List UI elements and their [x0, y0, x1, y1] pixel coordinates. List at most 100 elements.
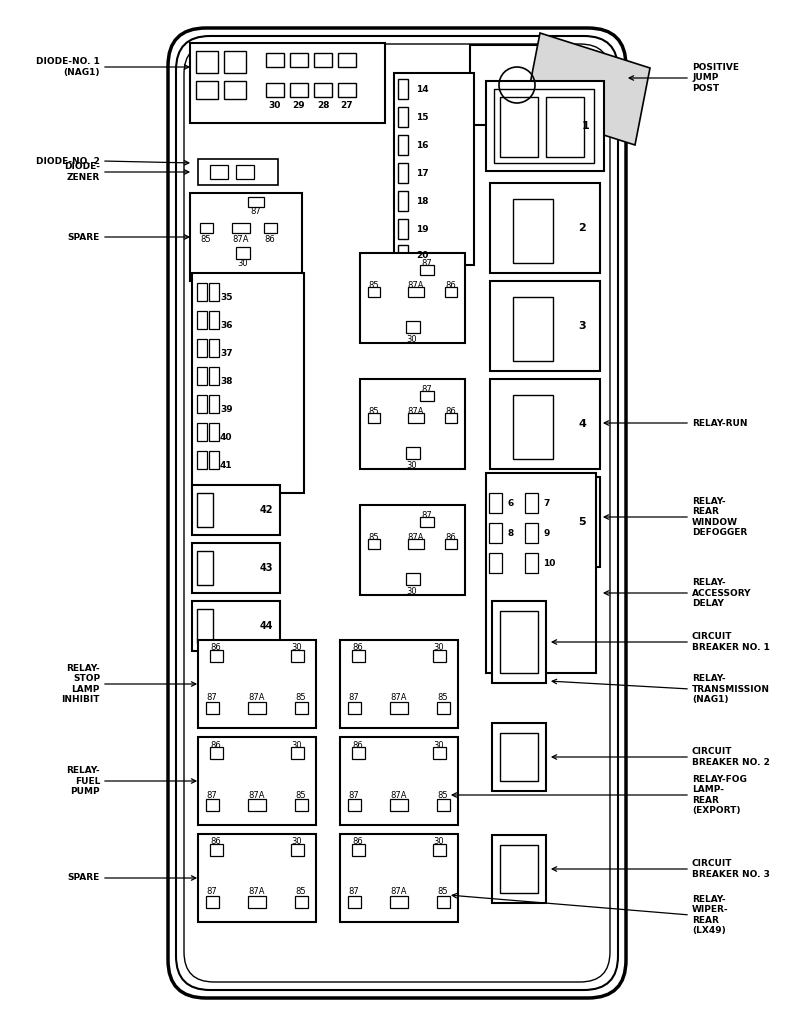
Bar — [291, 650, 304, 662]
Bar — [433, 844, 446, 856]
Bar — [197, 311, 207, 329]
Text: 27: 27 — [341, 100, 354, 109]
Text: RELAY-FOG
LAMP-
REAR
(EXPORT): RELAY-FOG LAMP- REAR (EXPORT) — [692, 774, 747, 815]
Text: 86: 86 — [353, 838, 363, 846]
Bar — [513, 493, 553, 557]
FancyBboxPatch shape — [168, 28, 626, 998]
Bar — [445, 413, 457, 422]
Bar — [206, 799, 219, 811]
Text: 28: 28 — [316, 100, 329, 109]
Bar — [190, 43, 385, 123]
Text: 85: 85 — [369, 533, 379, 541]
Text: 87A: 87A — [408, 280, 424, 290]
Bar — [340, 834, 458, 922]
Bar — [360, 379, 465, 469]
Bar — [348, 799, 361, 811]
Text: 30: 30 — [407, 335, 417, 344]
Text: 85: 85 — [296, 694, 306, 703]
Bar — [398, 191, 408, 211]
Text: 87A: 87A — [249, 694, 265, 703]
Text: 87: 87 — [422, 385, 432, 394]
Text: 17: 17 — [416, 169, 429, 178]
Bar — [408, 413, 424, 422]
Bar — [340, 640, 458, 728]
Bar — [398, 135, 408, 155]
Text: 41: 41 — [220, 460, 232, 470]
Bar — [209, 395, 219, 413]
Text: SPARE: SPARE — [67, 874, 100, 883]
Bar — [314, 83, 332, 97]
Text: 14: 14 — [416, 85, 429, 93]
Text: DIODE-
ZENER: DIODE- ZENER — [64, 163, 100, 182]
Bar — [266, 53, 284, 66]
Bar — [352, 747, 365, 759]
Bar — [398, 163, 408, 183]
Bar — [197, 339, 207, 357]
Bar — [368, 287, 380, 297]
Bar — [490, 281, 600, 371]
Bar — [192, 543, 280, 593]
Text: 86: 86 — [446, 406, 457, 415]
Bar — [525, 523, 538, 543]
Bar — [437, 702, 450, 714]
Text: 6: 6 — [507, 498, 513, 507]
Text: 87A: 87A — [249, 888, 265, 896]
Text: 87A: 87A — [233, 234, 249, 243]
Bar — [198, 834, 316, 922]
Text: 87: 87 — [349, 694, 359, 703]
Bar — [314, 53, 332, 66]
Bar — [390, 799, 408, 811]
Bar — [197, 367, 207, 385]
Bar — [360, 505, 465, 595]
Text: 87A: 87A — [408, 533, 424, 541]
Text: 42: 42 — [259, 505, 273, 515]
Text: 20: 20 — [416, 251, 428, 260]
Bar — [248, 896, 266, 908]
Bar — [338, 53, 356, 66]
Text: 35: 35 — [220, 293, 232, 302]
Text: 87: 87 — [251, 208, 262, 217]
Text: 37: 37 — [220, 349, 232, 357]
Bar — [209, 339, 219, 357]
Bar — [492, 723, 546, 791]
Text: 16: 16 — [416, 140, 428, 149]
Bar — [437, 799, 450, 811]
Text: CIRCUIT
BREAKER NO. 3: CIRCUIT BREAKER NO. 3 — [692, 859, 770, 879]
Text: 30: 30 — [292, 643, 302, 653]
Bar — [546, 97, 584, 157]
Bar — [368, 539, 380, 549]
Bar — [489, 553, 502, 573]
Bar — [500, 845, 538, 893]
Bar — [295, 702, 308, 714]
Text: 86: 86 — [353, 643, 363, 653]
Text: 85: 85 — [438, 694, 448, 703]
Bar — [197, 395, 207, 413]
Bar — [445, 287, 457, 297]
Text: 86: 86 — [353, 741, 363, 750]
Text: 7: 7 — [543, 498, 550, 507]
Text: 85: 85 — [296, 791, 306, 800]
Text: 86: 86 — [211, 838, 221, 846]
Bar — [209, 283, 219, 301]
Text: 39: 39 — [220, 404, 232, 413]
Bar — [406, 573, 420, 585]
Bar — [196, 51, 218, 73]
Text: RELAY-
STOP
LAMP
INHIBIT: RELAY- STOP LAMP INHIBIT — [62, 664, 100, 704]
Bar — [406, 447, 420, 459]
Text: RELAY-
TRANSMISSION
(NAG1): RELAY- TRANSMISSION (NAG1) — [692, 674, 770, 704]
Bar — [394, 73, 474, 265]
Text: 87A: 87A — [391, 694, 408, 703]
Text: 44: 44 — [259, 621, 273, 631]
Bar — [236, 165, 254, 179]
Text: RELAY-
FUEL
PUMP: RELAY- FUEL PUMP — [67, 766, 100, 796]
Text: 87A: 87A — [391, 888, 408, 896]
Text: 86: 86 — [265, 234, 275, 243]
Bar — [197, 551, 213, 585]
Bar — [398, 79, 408, 99]
Text: 29: 29 — [293, 100, 305, 109]
Text: 30: 30 — [292, 741, 302, 750]
Bar — [192, 485, 280, 535]
Text: 86: 86 — [446, 280, 457, 290]
Text: 30: 30 — [407, 587, 417, 596]
Text: POSITIVE
JUMP
POST: POSITIVE JUMP POST — [692, 63, 739, 93]
